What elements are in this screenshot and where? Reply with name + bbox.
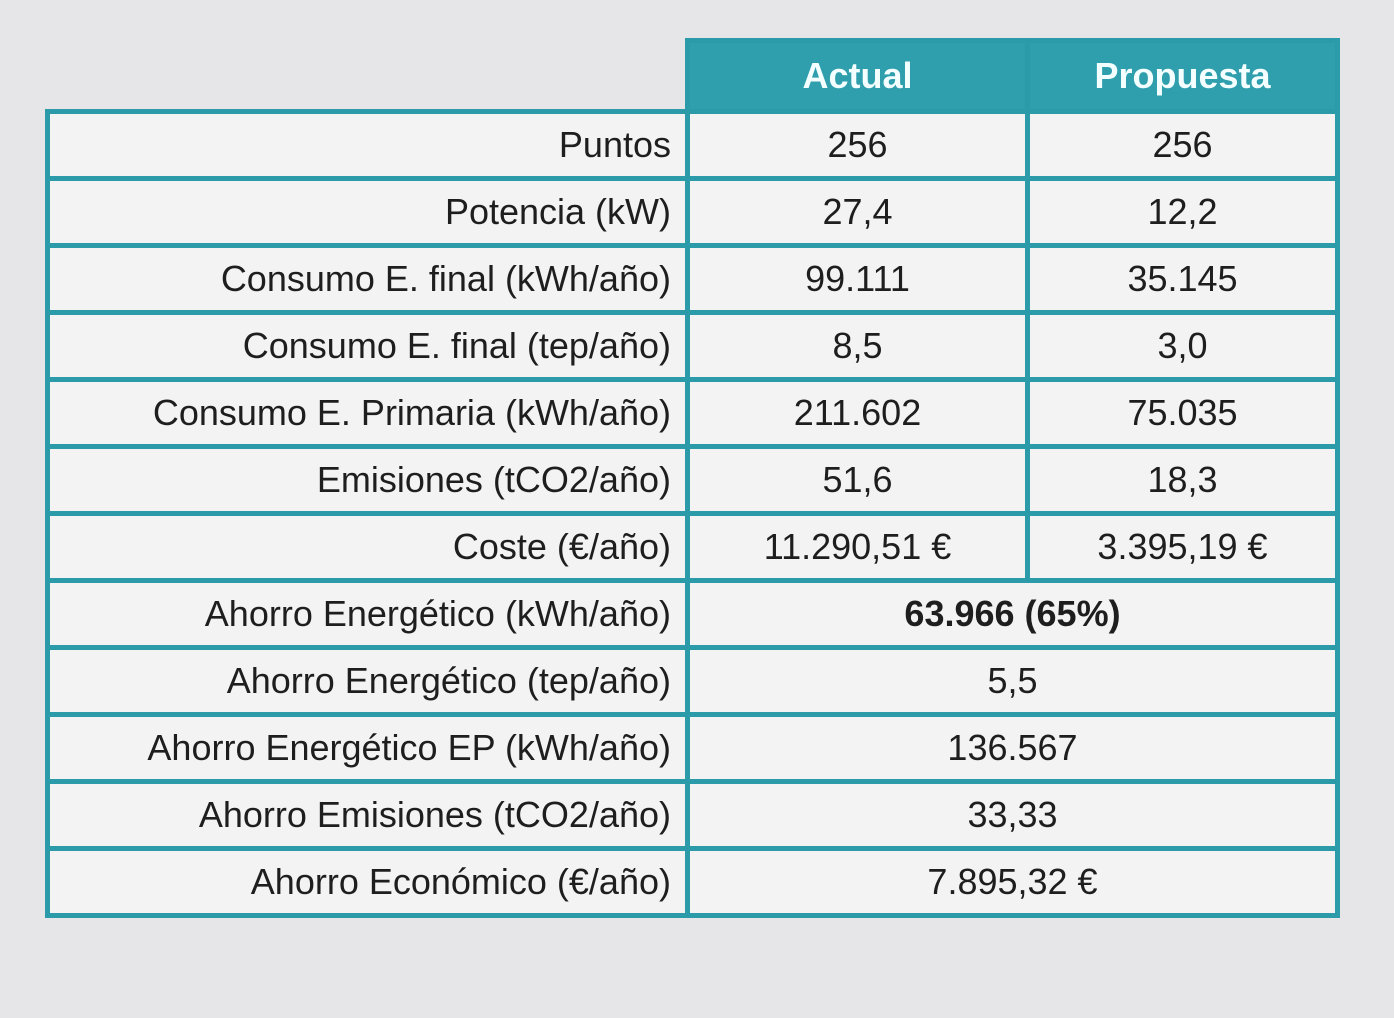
savings-row: Ahorro Energético (tep/año) 5,5 (45, 645, 1340, 717)
row-label: Ahorro Energético (kWh/año) (45, 578, 690, 650)
header-blank (47, 40, 690, 114)
value-cell: 256 (685, 109, 1030, 181)
table-row: Potencia (kW) 27,4 12,2 (45, 176, 1340, 248)
row-label: Consumo E. Primaria (kWh/año) (45, 377, 690, 449)
value-cell: 27,4 (685, 176, 1030, 248)
row-label: Coste (€/año) (45, 511, 690, 583)
savings-row: Ahorro Energético (kWh/año) 63.966 (65%) (45, 578, 1340, 650)
row-label: Puntos (45, 109, 690, 181)
value-cell: 256 (1025, 109, 1340, 181)
value-cell: 3.395,19 € (1025, 511, 1340, 583)
value-cell: 51,6 (685, 444, 1030, 516)
value-cell: 18,3 (1025, 444, 1340, 516)
header-row: Actual Propuesta (47, 38, 1340, 114)
value-cell: 75.035 (1025, 377, 1340, 449)
table-container: Actual Propuesta Puntos 256 256 Potencia (k… (45, 38, 1340, 918)
header-cell: Propuesta (1025, 38, 1340, 114)
value-cell: 99.111 (685, 243, 1030, 315)
table-row: Consumo E. final (kWh/año) 99.111 35.145 (45, 243, 1340, 315)
value-cell: 5,5 (685, 645, 1340, 717)
value-cell: 7.895,32 € (685, 846, 1340, 918)
savings-row: Ahorro Económico (€/año) 7.895,32 € (45, 846, 1340, 918)
table-row: Coste (€/año) 11.290,51 €3.395,19 € (45, 511, 1340, 583)
savings-row: Ahorro Emisiones (tCO2/año) 33,33 (45, 779, 1340, 851)
value-cell: 136.567 (685, 712, 1340, 784)
value-cell: 63.966 (65%) (685, 578, 1340, 650)
row-label: Ahorro Emisiones (tCO2/año) (45, 779, 690, 851)
row-label: Emisiones (tCO2/año) (45, 444, 690, 516)
row-label: Potencia (kW) (45, 176, 690, 248)
value-cell: 12,2 (1025, 176, 1340, 248)
results-table: Actual Propuesta Puntos 256 256 Potencia (k… (45, 38, 1340, 918)
value-cell: 35.145 (1025, 243, 1340, 315)
row-label: Ahorro Energético (tep/año) (45, 645, 690, 717)
value-cell: 3,0 (1025, 310, 1340, 382)
row-label: Consumo E. final (kWh/año) (45, 243, 690, 315)
table-row: Consumo E. final (tep/año) 8,5 3,0 (45, 310, 1340, 382)
table-row: Consumo E. Primaria (kWh/año) 211.602 75.0… (45, 377, 1340, 449)
row-label: Ahorro Económico (€/año) (45, 846, 690, 918)
header-cell: Actual (685, 38, 1030, 114)
table-head: Actual Propuesta (47, 38, 1340, 114)
table-body: Puntos 256 256 Potencia (kW) 27,4 12,2 Consumo… (45, 109, 1340, 918)
table-row: Emisiones (tCO2/año) 51,6 18,3 (45, 444, 1340, 516)
savings-row: Ahorro Energético EP (kWh/año) 136.567 (45, 712, 1340, 784)
value-cell: 211.602 (685, 377, 1030, 449)
row-label: Ahorro Energético EP (kWh/año) (45, 712, 690, 784)
row-label: Consumo E. final (tep/año) (45, 310, 690, 382)
table-row: Puntos 256 256 (45, 109, 1340, 181)
value-cell: 11.290,51 € (685, 511, 1030, 583)
value-cell: 33,33 (685, 779, 1340, 851)
value-cell: 8,5 (685, 310, 1030, 382)
